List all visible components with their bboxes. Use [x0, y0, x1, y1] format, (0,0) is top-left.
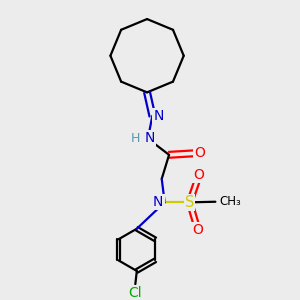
Text: O: O — [193, 168, 204, 182]
Text: Cl: Cl — [128, 286, 142, 300]
Text: N: N — [144, 131, 154, 145]
Text: S: S — [185, 195, 194, 210]
Text: H: H — [131, 132, 140, 145]
Text: O: O — [192, 224, 203, 238]
Text: N: N — [153, 195, 164, 209]
Text: O: O — [194, 146, 205, 161]
Text: N: N — [154, 109, 164, 123]
Text: CH₃: CH₃ — [220, 195, 242, 208]
